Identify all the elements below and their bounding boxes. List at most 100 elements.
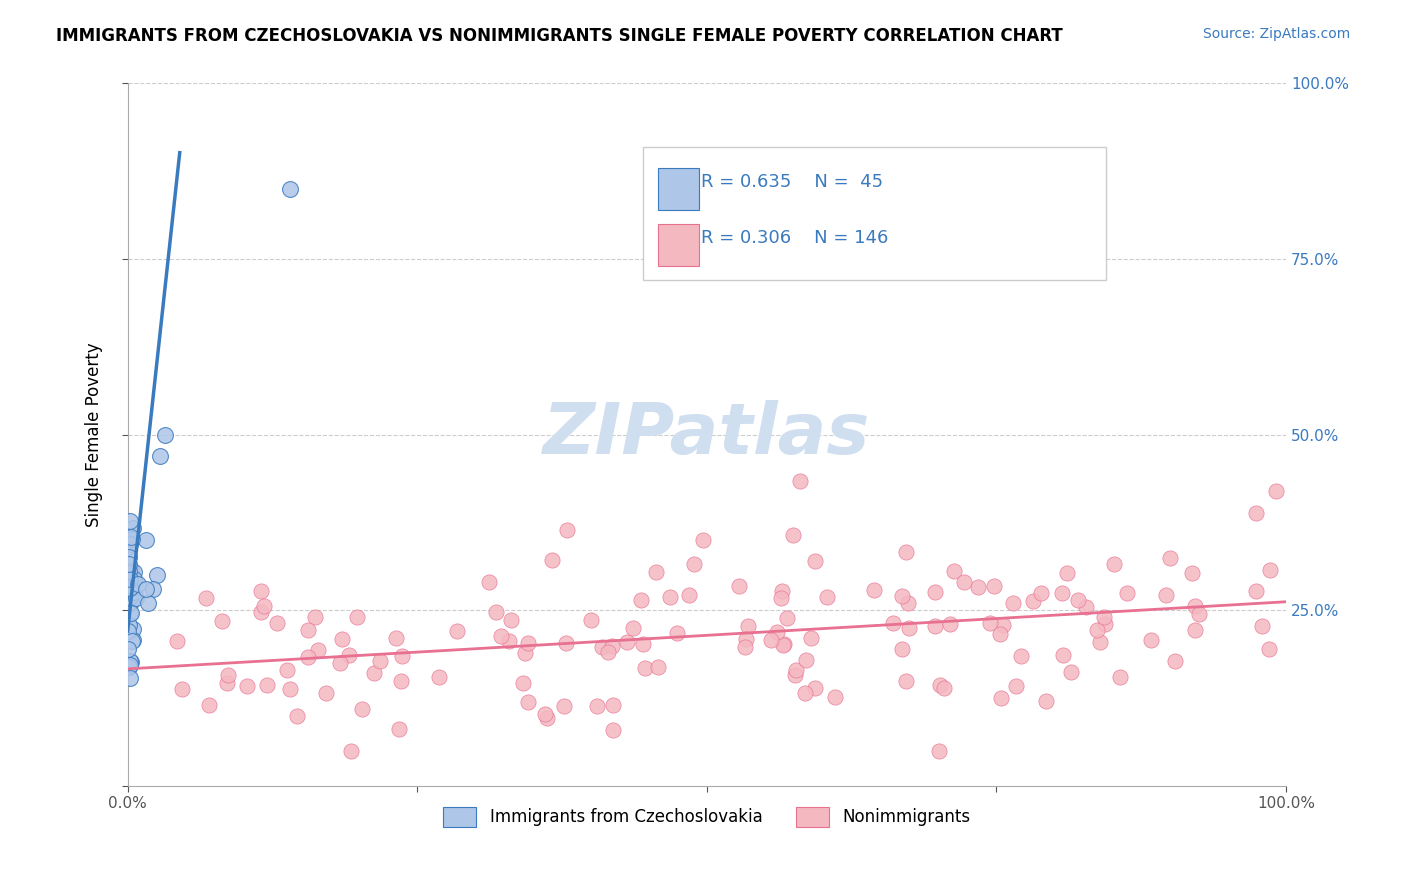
Point	[121, 634, 143, 648]
Point	[120, 606, 142, 620]
Point	[678, 588, 700, 602]
Point	[118, 565, 141, 579]
Point	[120, 581, 142, 595]
Point	[782, 528, 804, 542]
Point	[896, 596, 918, 610]
Point	[1244, 506, 1267, 520]
Point	[363, 665, 385, 680]
Point	[332, 632, 354, 647]
Point	[924, 584, 946, 599]
Point	[536, 711, 558, 725]
FancyBboxPatch shape	[643, 146, 1107, 280]
Point	[280, 681, 302, 696]
Point	[1102, 558, 1125, 572]
Point	[1005, 679, 1028, 693]
Point	[737, 619, 759, 633]
Point	[135, 533, 157, 548]
Point	[285, 709, 308, 723]
Point	[616, 635, 638, 649]
Point	[765, 624, 787, 639]
Point	[211, 614, 233, 628]
Point	[253, 599, 276, 613]
Point	[1067, 592, 1090, 607]
Point	[1031, 586, 1053, 600]
Point	[727, 579, 749, 593]
Point	[117, 624, 139, 639]
Point	[512, 675, 534, 690]
Point	[735, 632, 758, 647]
Point	[498, 634, 520, 648]
Point	[513, 646, 536, 660]
Point	[1156, 588, 1178, 602]
Point	[1092, 610, 1115, 624]
Point	[1115, 586, 1137, 600]
Point	[634, 661, 657, 675]
Point	[516, 636, 538, 650]
Point	[890, 589, 912, 603]
Point	[991, 617, 1014, 632]
Point	[1052, 648, 1074, 662]
Point	[122, 632, 145, 647]
Point	[120, 671, 142, 685]
Point	[602, 723, 624, 738]
Point	[1108, 670, 1130, 684]
Point	[217, 668, 239, 682]
Point	[815, 590, 838, 604]
FancyBboxPatch shape	[658, 168, 699, 210]
Point	[928, 744, 950, 758]
Point	[534, 706, 557, 721]
Point	[647, 659, 669, 673]
Point	[1159, 551, 1181, 566]
Point	[368, 654, 391, 668]
Point	[315, 686, 337, 700]
Point	[117, 540, 139, 554]
Point	[983, 579, 1005, 593]
Point	[658, 590, 681, 604]
Point	[149, 449, 172, 463]
Point	[142, 582, 165, 596]
Point	[118, 576, 141, 591]
Point	[794, 686, 817, 700]
Point	[1056, 566, 1078, 581]
Point	[579, 613, 602, 627]
Point	[121, 579, 143, 593]
Point	[195, 591, 218, 605]
Point	[138, 596, 160, 610]
Point	[898, 621, 921, 635]
Point	[388, 723, 411, 737]
Point	[166, 634, 188, 648]
Text: R = 0.306    N = 146: R = 0.306 N = 146	[702, 229, 889, 247]
Point	[304, 610, 326, 624]
Point	[1188, 607, 1211, 622]
Point	[118, 590, 141, 604]
Point	[446, 624, 468, 638]
Point	[118, 557, 141, 571]
Point	[824, 690, 846, 704]
Point	[297, 650, 319, 665]
Point	[1002, 596, 1025, 610]
Point	[389, 673, 412, 688]
Point	[478, 574, 501, 589]
Point	[117, 642, 139, 657]
Point	[645, 565, 668, 579]
Point	[122, 574, 145, 589]
Point	[517, 695, 540, 709]
Point	[596, 645, 619, 659]
Point	[1087, 623, 1109, 637]
Point	[734, 640, 756, 654]
Point	[990, 691, 1012, 706]
Point	[894, 674, 917, 689]
Point	[932, 681, 955, 695]
Point	[117, 618, 139, 632]
Point	[1258, 642, 1281, 657]
Point	[785, 663, 807, 677]
Point	[122, 521, 145, 535]
Point	[1181, 566, 1204, 581]
Y-axis label: Single Female Poverty: Single Female Poverty	[86, 343, 103, 527]
Point	[340, 744, 363, 758]
Point	[586, 699, 609, 714]
Point	[391, 648, 413, 663]
Point	[118, 592, 141, 607]
Point	[924, 618, 946, 632]
Point	[631, 637, 654, 651]
